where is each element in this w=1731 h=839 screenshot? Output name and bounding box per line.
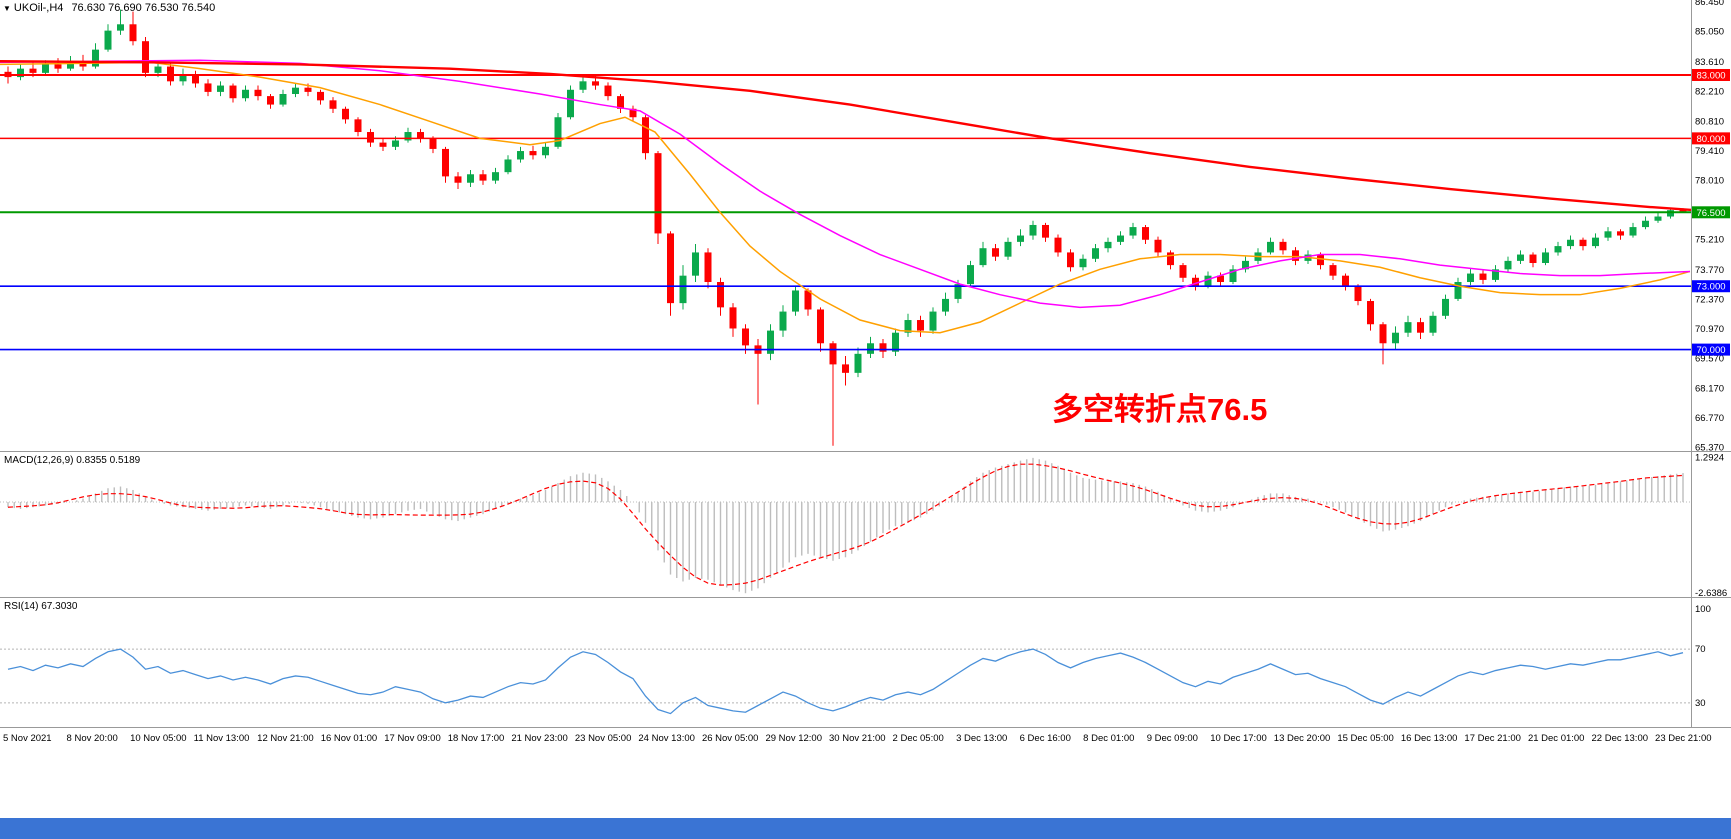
- price-line-label-box: [1692, 132, 1730, 145]
- x-axis-label: 11 Nov 13:00: [193, 733, 250, 744]
- y-axis-tick: -2.6386: [1695, 588, 1727, 599]
- x-axis-label: 10 Nov 05:00: [130, 733, 187, 744]
- price-line-label-box: [1692, 206, 1730, 219]
- macd-signal-line: [7, 463, 1684, 586]
- x-axis-label: 21 Nov 23:00: [511, 733, 568, 744]
- x-axis-label: 23 Nov 05:00: [574, 733, 632, 744]
- x-axis-label: 29 Nov 12:00: [765, 733, 822, 744]
- symbol-timeframe-label: UKOil-,H4: [13, 2, 64, 14]
- y-axis-tick: 68.170: [1695, 383, 1724, 394]
- y-axis-tick: 30: [1695, 698, 1706, 709]
- x-axis-label: 24 Nov 13:00: [638, 733, 695, 744]
- rsi-line: [7, 648, 1684, 715]
- macd-pane: 1.2924 -2.6386: [0, 452, 1727, 599]
- chart-shift-marker-icon: ▼: [3, 3, 11, 13]
- y-axis-tick: 66.770: [1695, 413, 1724, 424]
- y-axis-tick: 73.770: [1695, 265, 1724, 276]
- x-axis: 5 Nov 2021 8 Nov 20:00 10 Nov 05:00 11 Nov …: [0, 733, 1731, 749]
- x-axis-label: 6 Dec 16:00: [1019, 733, 1071, 744]
- x-axis-label: 8 Dec 01:00: [1083, 733, 1135, 744]
- y-axis-tick: 82.210: [1695, 87, 1724, 98]
- moving-average-lines: [0, 59, 1696, 334]
- horizontal-level-lines: [0, 73, 1691, 351]
- y-axis-tick: 100: [1695, 604, 1711, 615]
- price-axis: 86.450 85.050 83.610 82.210 80.810 79.410 78.0…: [1692, 0, 1730, 453]
- x-axis-label: 15 Dec 05:00: [1337, 733, 1394, 744]
- x-axis-label: 30 Nov 21:00: [829, 733, 886, 744]
- y-axis-tick: 72.370: [1695, 295, 1724, 306]
- x-axis-label: 17 Nov 09:00: [384, 733, 441, 744]
- chart-header: ▼ UKOil-,H4 76.630 76.690 76.530 76.540: [3, 2, 215, 14]
- y-axis-tick: 85.050: [1695, 27, 1724, 38]
- rsi-pane: 100 70 30: [0, 604, 1711, 715]
- x-axis-label: 18 Nov 17:00: [447, 733, 505, 744]
- pane-separators: [0, 0, 1731, 728]
- price-line-label-box: [1692, 343, 1730, 356]
- y-axis-tick: 79.410: [1695, 146, 1724, 157]
- x-axis-label: 23 Dec 21:00: [1655, 733, 1712, 744]
- price-line-label: 76.500: [1696, 208, 1725, 219]
- price-line-label: 73.000: [1696, 282, 1725, 293]
- price-line-label: 80.000: [1696, 134, 1725, 145]
- y-axis-tick: 69.570: [1695, 354, 1724, 365]
- x-axis-label: 16 Nov 01:00: [320, 733, 378, 744]
- x-axis-label: 12 Nov 21:00: [257, 733, 314, 744]
- y-axis-tick: 70: [1695, 644, 1706, 655]
- x-axis-label: 16 Dec 13:00: [1400, 733, 1458, 744]
- price-line-label-box: [1692, 68, 1730, 81]
- price-line-label: 83.000: [1696, 70, 1725, 81]
- bottom-scrollbar[interactable]: [0, 818, 1731, 839]
- x-axis-label: 17 Dec 21:00: [1464, 733, 1521, 744]
- x-axis-label: 3 Dec 13:00: [956, 733, 1008, 744]
- price-line-label-box: [1692, 280, 1730, 293]
- y-axis-tick: 70.970: [1695, 324, 1724, 335]
- x-axis-label: 8 Nov 20:00: [66, 733, 118, 744]
- y-axis-tick: 86.450: [1695, 0, 1724, 8]
- ma-slow-red: [0, 60, 1696, 212]
- y-axis-tick: 83.610: [1695, 57, 1724, 68]
- y-axis-tick: 75.210: [1695, 235, 1724, 246]
- x-axis-label: 2 Dec 05:00: [892, 733, 944, 744]
- macd-indicator-label: MACD(12,26,9) 0.8355 0.5189: [4, 455, 141, 466]
- y-axis-tick: 78.010: [1695, 175, 1724, 186]
- x-axis-label: 26 Nov 05:00: [701, 733, 759, 744]
- y-axis-tick: 65.370: [1695, 442, 1724, 453]
- ohlc-readout: 76.630 76.690 76.530 76.540: [71, 2, 216, 14]
- y-axis-tick: 1.2924: [1695, 452, 1724, 463]
- price-line-label: 70.000: [1696, 345, 1725, 356]
- x-axis-label: 5 Nov 2021: [3, 733, 52, 744]
- x-axis-label: 10 Dec 17:00: [1210, 733, 1267, 744]
- x-axis-label: 22 Dec 13:00: [1591, 733, 1649, 744]
- rsi-indicator-label: RSI(14) 67.3030: [4, 601, 78, 612]
- chart-canvas[interactable]: 86.450 85.050 83.610 82.210 80.810 79.410 78.0…: [0, 0, 1731, 731]
- ma-medium-magenta: [0, 59, 1691, 309]
- y-axis-tick: 80.810: [1695, 116, 1724, 127]
- x-axis-label: 13 Dec 20:00: [1273, 733, 1331, 744]
- ma-fast-orange: [0, 61, 1691, 334]
- x-axis-label: 21 Dec 01:00: [1527, 733, 1585, 744]
- chart-annotation-text: 多空转折点76.5: [1052, 392, 1268, 427]
- x-axis-label: 9 Dec 09:00: [1146, 733, 1198, 744]
